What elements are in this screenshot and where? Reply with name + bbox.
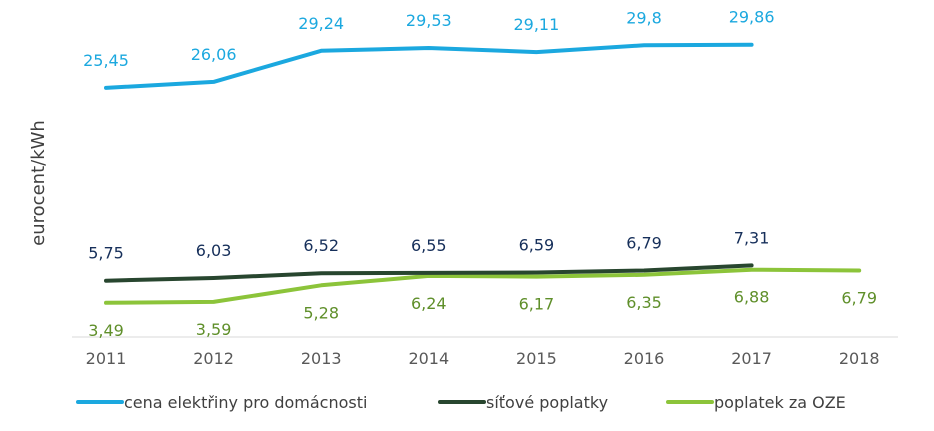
y-axis-label: eurocent/kWh	[28, 120, 49, 246]
data-label: 6,35	[626, 293, 662, 312]
data-label: 6,59	[519, 235, 555, 254]
x-tick-labels: 2011 2012 2013 2014 2015 2016 2017 2018	[86, 349, 880, 368]
data-label: 29,53	[406, 11, 452, 30]
x-tick-label: 2011	[86, 349, 127, 368]
data-label: 7,31	[734, 228, 770, 247]
data-label: 6,17	[519, 295, 555, 314]
data-labels-layer: 25,45 26,06 29,24 29,53 29,11 29,8 29,86 5,75 6,…	[83, 8, 877, 340]
x-tick-label: 2016	[624, 349, 665, 368]
legend-item: poplatek za OZE	[666, 393, 846, 412]
legend-item: síťové poplatky	[438, 393, 608, 412]
data-label: 6,88	[734, 288, 770, 307]
data-label: 29,86	[729, 8, 775, 27]
legend-label: cena elektřiny pro domácnosti	[124, 393, 367, 412]
data-label: 6,79	[841, 289, 877, 308]
data-label: 6,24	[411, 294, 447, 313]
data-label: 29,8	[626, 8, 662, 27]
x-tick-label: 2014	[408, 349, 449, 368]
series-line-2	[104, 267, 862, 305]
x-tick-label: 2015	[516, 349, 557, 368]
data-label: 29,11	[513, 15, 559, 34]
series-line-1	[104, 263, 754, 283]
data-label: 5,28	[303, 303, 339, 322]
legend-label: poplatek za OZE	[714, 393, 846, 412]
series-layer	[104, 42, 862, 305]
x-tick-label: 2017	[731, 349, 772, 368]
x-tick-label: 2012	[193, 349, 234, 368]
legend: cena elektřiny pro domácnosti síťové popl…	[76, 393, 846, 412]
x-tick-label: 2013	[301, 349, 342, 368]
data-label: 6,52	[303, 236, 339, 255]
data-label: 3,59	[196, 320, 232, 339]
data-label: 29,24	[298, 14, 344, 33]
legend-item: cena elektřiny pro domácnosti	[76, 393, 367, 412]
data-label: 6,55	[411, 236, 447, 255]
data-label: 26,06	[191, 45, 237, 64]
data-label: 5,75	[88, 244, 124, 263]
data-label: 25,45	[83, 51, 129, 70]
x-tick-label: 2018	[839, 349, 880, 368]
series-line-0	[104, 42, 754, 90]
data-label: 3,49	[88, 321, 124, 340]
data-label: 6,79	[626, 234, 662, 253]
legend-label: síťové poplatky	[486, 393, 608, 412]
data-label: 6,03	[196, 241, 232, 260]
